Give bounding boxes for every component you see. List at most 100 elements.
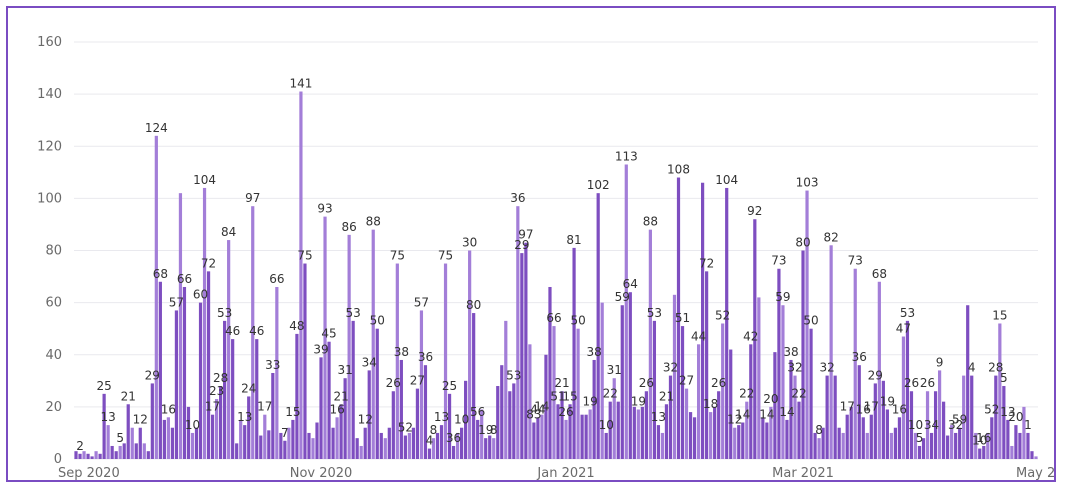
data-label: 8 — [490, 423, 498, 437]
bar — [660, 432, 665, 459]
bar — [616, 401, 620, 459]
bar — [387, 427, 391, 459]
bar — [837, 427, 841, 459]
data-label: 39 — [313, 342, 328, 356]
x-tick-label: Nov 2020 — [290, 466, 353, 480]
data-label: 4 — [968, 361, 976, 375]
bar — [668, 375, 673, 459]
gridlines — [74, 41, 1038, 460]
bar — [925, 391, 930, 459]
bar — [114, 451, 118, 459]
bar — [126, 404, 130, 459]
data-label: 19 — [631, 394, 646, 408]
bar — [801, 250, 805, 459]
bar — [130, 427, 134, 459]
bar — [94, 451, 98, 459]
data-label: 75 — [390, 249, 405, 263]
data-label: 12 — [358, 413, 373, 427]
data-label: 21 — [333, 389, 348, 403]
bar — [383, 438, 387, 459]
data-label: 15 — [562, 389, 577, 403]
data-label: 36 — [510, 191, 525, 205]
data-label: 32 — [819, 361, 834, 375]
data-label: 52 — [715, 308, 730, 322]
bar — [1022, 406, 1026, 460]
bar — [166, 417, 170, 459]
data-label: 66 — [177, 272, 192, 286]
data-label: 18 — [703, 397, 718, 411]
bar — [757, 297, 761, 459]
bar — [877, 281, 881, 459]
y-tick-label: 160 — [37, 35, 62, 50]
bar — [319, 357, 323, 459]
bar — [933, 391, 938, 459]
data-label: 14 — [779, 405, 794, 419]
bar — [556, 404, 560, 459]
data-label: 31 — [337, 363, 352, 377]
data-label: 32 — [948, 418, 963, 432]
data-label: 21 — [554, 376, 569, 390]
bar — [198, 302, 203, 460]
bar — [435, 432, 440, 459]
data-label: 93 — [317, 202, 332, 216]
data-label: 56 — [470, 405, 485, 419]
data-label: 1 — [1024, 418, 1032, 432]
data-label: 13 — [237, 410, 252, 424]
bar — [789, 359, 793, 459]
bar — [78, 453, 82, 459]
data-label: 92 — [747, 204, 762, 218]
bar — [331, 427, 335, 459]
data-label: 68 — [153, 267, 168, 281]
data-label: 5 — [116, 431, 124, 445]
bar — [889, 432, 893, 459]
data-label: 57 — [414, 295, 429, 309]
bar — [504, 320, 508, 459]
bar — [359, 445, 363, 459]
bar — [415, 388, 420, 459]
bar — [311, 438, 315, 459]
bar — [150, 383, 154, 459]
data-label: 72 — [201, 256, 216, 270]
bar — [403, 435, 407, 459]
y-axis-ticks: 0 20 40 60 80 100 120 140 160 — [37, 35, 62, 467]
data-label: 26 — [904, 376, 919, 390]
data-label: 12 — [727, 413, 742, 427]
bar — [817, 438, 821, 459]
bar — [741, 422, 745, 459]
bar — [901, 336, 906, 459]
data-label: 10 — [185, 418, 200, 432]
bar — [540, 414, 544, 459]
data-label: 57 — [169, 295, 184, 309]
data-label: 81 — [566, 233, 581, 247]
data-label: 17 — [840, 400, 855, 414]
bar — [186, 406, 191, 460]
data-label: 108 — [667, 163, 690, 177]
data-label: 4 — [426, 434, 434, 448]
data-label: 88 — [643, 215, 658, 229]
bar — [307, 432, 311, 459]
data-label: 84 — [221, 225, 236, 239]
data-label: 51 — [550, 389, 565, 403]
data-label: 15 — [992, 308, 1007, 322]
bar — [737, 425, 741, 459]
y-tick-label: 40 — [45, 348, 62, 363]
data-label: 66 — [546, 311, 561, 325]
bar — [355, 438, 359, 459]
bar — [833, 375, 837, 459]
bar — [170, 427, 175, 459]
bar — [1018, 432, 1022, 459]
data-label: 50 — [803, 314, 818, 328]
x-tick-label: Mar 2021 — [772, 466, 834, 480]
bar — [612, 378, 616, 459]
bar — [427, 448, 432, 459]
bar — [632, 406, 636, 460]
bar — [552, 326, 556, 459]
bar — [725, 187, 729, 459]
data-label: 5 — [1000, 371, 1008, 385]
data-label: 19 — [582, 394, 597, 408]
bar — [729, 349, 733, 459]
y-tick-label: 100 — [37, 191, 62, 206]
data-label: 102 — [587, 178, 610, 192]
bar — [239, 419, 243, 459]
bar — [709, 412, 713, 459]
